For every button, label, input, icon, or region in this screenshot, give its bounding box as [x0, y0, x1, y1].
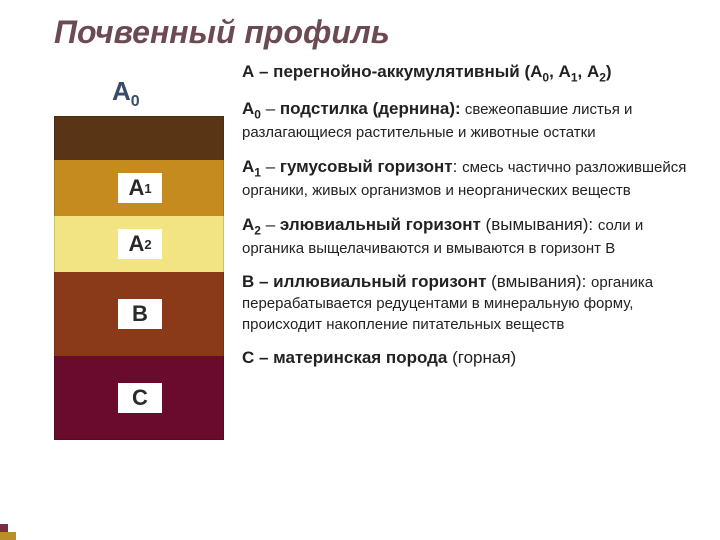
soil-layer-C: С [54, 356, 224, 440]
soil-layer-A2: А2 [54, 216, 224, 272]
soil-layer-B: В [54, 272, 224, 356]
description-3: А2 – элювиальный горизонт (вымывания): с… [242, 215, 696, 259]
page-title: Почвенный профиль [54, 14, 390, 51]
soil-layer-A1: А1 [54, 160, 224, 216]
deco-square [0, 532, 8, 540]
a0-top-label: А0 [112, 76, 140, 111]
description-1: А0 – подстилка (дернина): свежеопавшие л… [242, 99, 696, 143]
description-0: А – перегнойно-аккумулятивный (А0, А1, А… [242, 62, 696, 85]
description-4: В – иллювиальный горизонт (вмывания): ор… [242, 272, 696, 334]
a0-top-label-main: А [112, 76, 131, 106]
deco-square [0, 524, 8, 532]
horizon-label-A1: А1 [118, 173, 162, 203]
a0-top-label-sub: 0 [131, 93, 140, 110]
descriptions-column: А – перегнойно-аккумулятивный (А0, А1, А… [242, 62, 696, 383]
soil-layer-A0 [54, 116, 224, 160]
description-2: А1 – гумусовый горизонт: смесь частично … [242, 157, 696, 201]
horizon-label-C: С [118, 383, 162, 413]
horizon-label-A2: А2 [118, 229, 162, 259]
description-5: С – материнская порода (горная) [242, 348, 696, 369]
corner-decoration [0, 522, 18, 540]
horizon-label-B: В [118, 299, 162, 329]
soil-profile-diagram: А1 А2 В С [54, 116, 224, 440]
deco-square [8, 532, 16, 540]
